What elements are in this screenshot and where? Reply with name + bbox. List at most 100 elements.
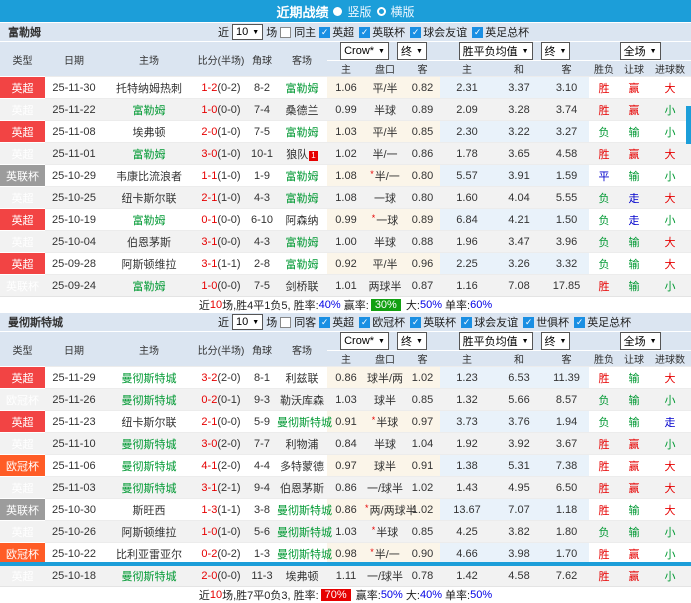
col-score: 比分(半场) [195, 41, 247, 77]
league-type-badge: 英超 [0, 142, 45, 165]
home-team-link[interactable]: 埃弗顿 [103, 120, 195, 143]
away-team-link[interactable]: 桑德兰 [277, 98, 327, 121]
away-team-link[interactable]: 勒沃库森 [277, 388, 327, 411]
odds-company-select[interactable]: Crow* ▼ [340, 42, 389, 60]
home-team-link[interactable]: 富勒姆 [103, 142, 195, 165]
recent-count-select[interactable]: 10 ▼ [232, 314, 264, 330]
asia-home-odds: 1.03 [327, 120, 365, 143]
home-team-link[interactable]: 韦康比流浪者 [103, 164, 195, 187]
home-team-link[interactable]: 曼彻斯特城 [103, 564, 195, 586]
league-checkbox[interactable]: ✓ [574, 316, 586, 328]
away-team-link[interactable]: 利兹联 [277, 366, 327, 389]
col-result-goal: 进球数 [649, 350, 691, 367]
result-handicap: 输 [619, 274, 650, 296]
league-checkbox[interactable]: ✓ [319, 26, 331, 38]
home-team-link[interactable]: 阿斯顿维拉 [103, 520, 195, 543]
euro-period-select[interactable]: 终 ▼ [540, 332, 571, 350]
away-team-link[interactable]: 埃弗顿 [277, 564, 327, 586]
league-checkbox[interactable]: ✓ [410, 26, 422, 38]
score-cell: 3-1(0-0) [195, 230, 247, 253]
league-checkbox[interactable]: ✓ [410, 316, 422, 328]
result-winloss: 胜 [589, 454, 620, 477]
league-checkbox[interactable]: ✓ [359, 316, 371, 328]
euro-period-select[interactable]: 终 ▼ [540, 42, 571, 60]
same-side-checkbox[interactable]: ✓ [280, 316, 292, 328]
vertical-layout-radio[interactable] [333, 6, 343, 16]
euro-draw-odds: 3.26 [494, 252, 545, 275]
match-row: 英超 25-11-08 埃弗顿 2-0(1-0) 7-5 富勒姆 1.03 平/半 0.85 2.… [0, 120, 691, 143]
away-team-link[interactable]: 伯恩茅斯 [277, 476, 327, 499]
away-team-link[interactable]: 富勒姆 [277, 120, 327, 143]
away-team-link[interactable]: 利物浦 [277, 432, 327, 455]
away-team-link[interactable]: 多特蒙德 [277, 454, 327, 477]
asia-period-select[interactable]: 终 ▼ [396, 332, 427, 350]
euro-away-odds: 3.32 [544, 252, 590, 275]
odds-company-select[interactable]: Crow* ▼ [340, 332, 389, 350]
summary-segment: 近 [198, 299, 210, 312]
home-team-link[interactable]: 比利亚雷亚尔 [103, 542, 195, 565]
away-team-link[interactable]: 狼队 1 [277, 142, 327, 165]
euro-home-odds: 4.25 [440, 520, 495, 543]
league-label: 英联杯 [372, 27, 406, 39]
home-team-link[interactable]: 曼彻斯特城 [103, 476, 195, 499]
asia-home-odds: 0.98 [327, 542, 365, 565]
recent-count-select[interactable]: 10 ▼ [232, 24, 264, 40]
corner-score: 4-3 [247, 230, 277, 253]
league-type-badge: 英联杯 [0, 164, 45, 187]
away-team-link[interactable]: 富勒姆 [277, 186, 327, 209]
home-team-link[interactable]: 斯旺西 [103, 498, 195, 521]
home-team-link[interactable]: 伯恩茅斯 [103, 230, 195, 253]
home-team-link[interactable]: 富勒姆 [103, 274, 195, 296]
result-goals: 小 [649, 274, 691, 296]
euro-home-odds: 1.92 [440, 432, 495, 455]
bottom-bar [0, 562, 691, 566]
away-team-link[interactable]: 曼彻斯特城 [277, 542, 332, 565]
horizontal-layout-radio[interactable] [376, 6, 386, 16]
home-team-link[interactable]: 纽卡斯尔联 [103, 410, 195, 433]
home-team-link[interactable]: 曼彻斯特城 [103, 366, 195, 389]
league-checkbox[interactable]: ✓ [319, 316, 331, 328]
away-team-link[interactable]: 曼彻斯特城 [277, 520, 332, 543]
league-checkbox[interactable]: ✓ [523, 316, 535, 328]
score-cell: 1-2(0-2) [195, 76, 247, 99]
away-team-link[interactable]: 剑桥联 [277, 274, 327, 296]
league-checkbox[interactable]: ✓ [359, 26, 371, 38]
away-team-link[interactable]: 阿森纳 [277, 208, 327, 231]
euro-home-odds: 13.67 [440, 498, 495, 521]
scope-select[interactable]: 全场 ▼ [619, 332, 661, 350]
home-team-link[interactable]: 曼彻斯特城 [103, 454, 195, 477]
home-team-link[interactable]: 曼彻斯特城 [103, 432, 195, 455]
away-team-link[interactable]: 富勒姆 [277, 230, 327, 253]
league-type-badge: 英超 [0, 366, 45, 389]
league-label: 英足总杯 [587, 317, 632, 329]
away-team-link[interactable]: 曼彻斯特城 [277, 410, 332, 433]
home-team-link[interactable]: 富勒姆 [103, 98, 195, 121]
home-team-link[interactable]: 富勒姆 [103, 208, 195, 231]
away-team-link[interactable]: 富勒姆 [277, 252, 327, 275]
result-goals: 小 [649, 520, 691, 543]
league-checkbox[interactable]: ✓ [461, 316, 473, 328]
euro-average-select[interactable]: 胜平负均值 ▼ [458, 42, 533, 60]
away-team-link[interactable]: 曼彻斯特城 [277, 498, 332, 521]
euro-average-select[interactable]: 胜平负均值 ▼ [458, 332, 533, 350]
league-checkbox[interactable]: ✓ [472, 26, 484, 38]
home-team-link[interactable]: 阿斯顿维拉 [103, 252, 195, 275]
filter-bar: 曼彻斯特城 近 10▼ 场 ✓ 同客 ✓英超✓欧冠杯✓英联杯✓球会友谊✓世俱杯✓… [0, 312, 691, 331]
league-label: 英超 [332, 27, 355, 39]
asia-period-select[interactable]: 终 ▼ [396, 42, 427, 60]
league-type-badge: 欧冠杯 [0, 454, 45, 477]
summary-segment: 赢率: [352, 589, 381, 602]
away-team-link[interactable]: 富勒姆 [277, 164, 327, 187]
summary-segment: 50% [419, 298, 442, 311]
scrollbar-thumb[interactable] [686, 106, 691, 144]
asia-away-odds: 0.82 [405, 76, 441, 99]
home-team-link[interactable]: 托特纳姆热刺 [103, 76, 195, 99]
corner-score: 1-9 [247, 164, 277, 187]
away-team-link[interactable]: 富勒姆 [277, 76, 327, 99]
home-team-link[interactable]: 纽卡斯尔联 [103, 186, 195, 209]
euro-home-odds: 1.32 [440, 388, 495, 411]
scope-select[interactable]: 全场 ▼ [619, 42, 661, 60]
result-handicap: 赢 [619, 76, 650, 99]
same-side-checkbox[interactable]: ✓ [280, 26, 292, 38]
home-team-link[interactable]: 曼彻斯特城 [103, 388, 195, 411]
